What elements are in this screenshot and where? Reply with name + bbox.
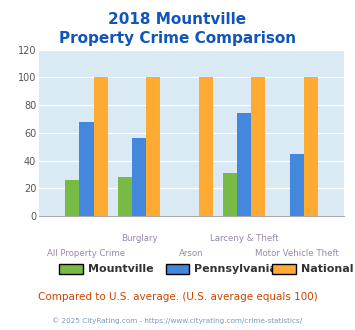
Bar xyxy=(199,77,213,216)
Text: All Property Crime: All Property Crime xyxy=(48,249,126,258)
Text: Compared to U.S. average. (U.S. average equals 100): Compared to U.S. average. (U.S. average … xyxy=(38,292,317,302)
Bar xyxy=(146,77,160,216)
Bar xyxy=(132,138,146,216)
Text: Pennsylvania: Pennsylvania xyxy=(195,264,277,274)
Text: Mountville: Mountville xyxy=(88,264,153,274)
Text: Motor Vehicle Theft: Motor Vehicle Theft xyxy=(255,249,339,258)
Bar xyxy=(237,114,251,216)
Bar xyxy=(251,77,266,216)
Bar xyxy=(118,177,132,216)
Text: Burglary: Burglary xyxy=(121,234,157,243)
Bar xyxy=(80,122,94,216)
Bar xyxy=(65,180,80,216)
Bar xyxy=(290,154,304,216)
Text: Arson: Arson xyxy=(179,249,204,258)
Text: Larceny & Theft: Larceny & Theft xyxy=(210,234,279,243)
Bar xyxy=(94,77,108,216)
Text: © 2025 CityRating.com - https://www.cityrating.com/crime-statistics/: © 2025 CityRating.com - https://www.city… xyxy=(53,317,302,324)
Text: Property Crime Comparison: Property Crime Comparison xyxy=(59,31,296,46)
Bar xyxy=(223,173,237,216)
Bar xyxy=(304,77,318,216)
Text: National: National xyxy=(301,264,353,274)
Text: 2018 Mountville: 2018 Mountville xyxy=(108,12,247,26)
